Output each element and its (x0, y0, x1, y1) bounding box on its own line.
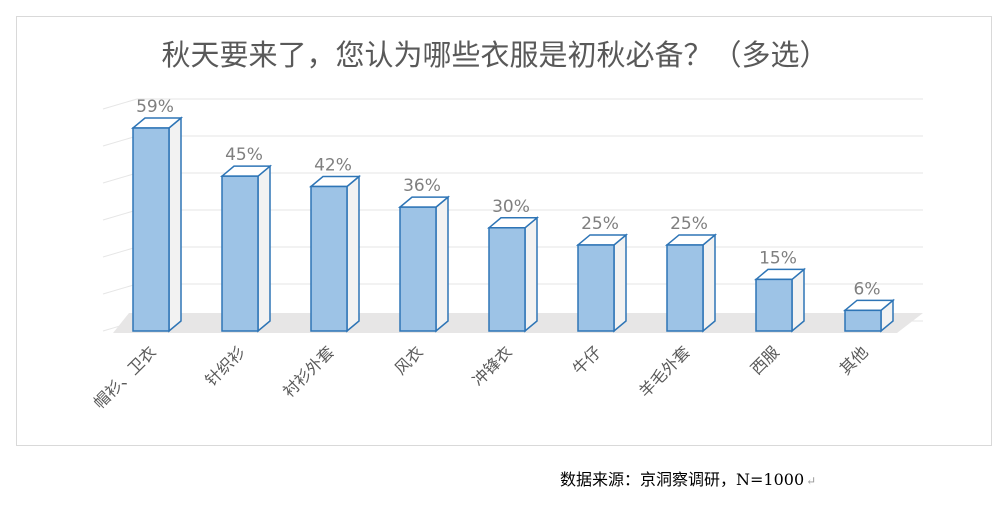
bar-4 (486, 216, 540, 333)
bar-side-face (702, 233, 716, 333)
bar-side-face (613, 233, 627, 333)
bar-side-face (257, 164, 271, 333)
bar-side-face (168, 116, 182, 333)
value-label: 15% (759, 248, 797, 268)
category-label: 针织衫 (201, 342, 248, 389)
category-label: 牛仔 (569, 342, 605, 378)
bar-side-face (346, 174, 360, 333)
bar-0 (130, 116, 184, 333)
category-labels: 帽衫、卫衣 针织衫 衬衫外套 风衣 冲锋衣 牛仔 羊毛外套 西服 其他 (90, 342, 872, 412)
category-label: 其他 (836, 342, 872, 378)
value-label: 25% (670, 214, 708, 234)
value-label: 42% (314, 155, 352, 175)
bar-8 (842, 298, 896, 333)
bar-front-face (577, 244, 615, 332)
bar-front-face (221, 175, 259, 332)
gridline-depth (102, 135, 138, 147)
bars (130, 116, 896, 333)
value-labels: 59% 45% 42% 36% 30% 25% 25% 15% 6% (136, 97, 880, 299)
chart-frame: 秋天要来了，您认为哪些衣服是初秋必备？（多选） 59% 45% 42% 36% 30% 2… (16, 16, 992, 446)
bar-side-face (435, 195, 449, 333)
category-label: 冲锋衣 (468, 342, 515, 389)
bar-front-face (488, 227, 526, 332)
gridline-depth (102, 209, 138, 221)
gridline-depth (102, 98, 138, 110)
bar-front-face (844, 309, 882, 332)
bar-7 (753, 267, 807, 333)
category-label: 衬衫外套 (279, 342, 338, 401)
gridline-depth (102, 283, 138, 295)
bar-2 (308, 174, 362, 333)
value-label: 45% (225, 145, 263, 165)
bar-6 (664, 233, 718, 333)
source-text: 数据来源：京洞察调研，N=1000 (560, 470, 805, 489)
bar-1 (219, 164, 273, 333)
bar-front-face (666, 244, 704, 332)
bar-front-face (755, 278, 793, 332)
value-label: 36% (403, 176, 441, 196)
return-mark-icon: ↵ (806, 474, 817, 488)
gridline-depth (102, 246, 138, 258)
value-label: 25% (581, 214, 619, 234)
category-label: 羊毛外套 (635, 342, 694, 401)
bar-side-face (524, 216, 538, 333)
chart-title: 秋天要来了，您认为哪些衣服是初秋必备？（多选） (161, 38, 828, 72)
bar-chart: 秋天要来了，您认为哪些衣服是初秋必备？（多选） 59% 45% 42% 36% 30% 2… (90, 38, 923, 412)
bar-5 (575, 233, 629, 333)
bar-front-face (310, 185, 348, 332)
value-label: 59% (136, 97, 174, 117)
bar-3 (397, 195, 451, 333)
bar-front-face (132, 127, 170, 332)
category-label: 风衣 (391, 342, 427, 378)
category-label: 帽衫、卫衣 (90, 342, 160, 412)
category-label: 西服 (747, 342, 783, 378)
bar-front-face (399, 206, 437, 332)
source-note: 数据来源：京洞察调研，N=1000 ↵ (560, 466, 816, 490)
value-label: 30% (492, 197, 530, 217)
gridline-depth (102, 172, 138, 184)
value-label: 6% (854, 279, 881, 299)
